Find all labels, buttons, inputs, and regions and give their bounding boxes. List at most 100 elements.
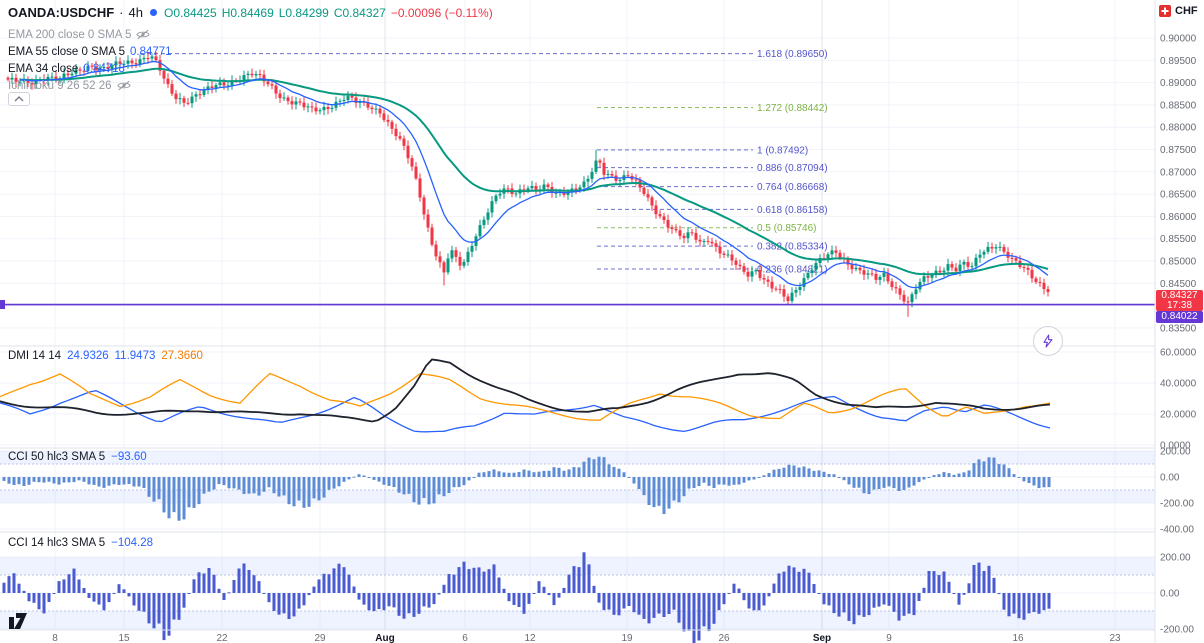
svg-text:200.00: 200.00 — [1160, 553, 1191, 564]
indicator-label: Ichimoku 9 26 52 26 — [8, 79, 112, 92]
svg-text:-200.00: -200.00 — [1160, 625, 1194, 636]
svg-text:0.00: 0.00 — [1160, 589, 1180, 600]
purple-line-price-badge[interactable]: 0.84022 — [1156, 311, 1203, 323]
indicator-value: 0.84718 — [83, 62, 125, 75]
symbol-separator: · — [119, 5, 124, 20]
cci50-value: −93.60 — [111, 451, 147, 463]
svg-text:22: 22 — [216, 633, 228, 643]
svg-text:0.382 (0.85334): 0.382 (0.85334) — [757, 242, 828, 253]
svg-text:200.00: 200.00 — [1160, 447, 1191, 458]
cci14-pane-legend[interactable]: CCI 14 hlc3 SMA 5 −104.28 — [8, 537, 153, 549]
indicator-legend-row-ema55[interactable]: EMA 55 close 0 SMA 5 0.84771 — [8, 44, 172, 59]
indicator-legend-row-ema34[interactable]: EMA 34 close 0.84718 — [8, 61, 125, 76]
cci50-histogram — [2, 456, 1051, 521]
eye-hidden-icon[interactable] — [136, 29, 151, 40]
last-price-value: 0.84327 — [1161, 290, 1198, 301]
chart-header: OANDA:USDCHF · 4h O0.84425 H0.84469 L0.8… — [8, 5, 493, 20]
dmi-title: DMI 14 14 — [8, 350, 62, 362]
time-axis[interactable]: 8 15 22 29 Aug 6 12 19 26 Sep 9 16 23 — [52, 633, 1121, 643]
svg-text:1.618 (0.89650): 1.618 (0.89650) — [757, 49, 828, 60]
swiss-flag-icon — [1159, 5, 1171, 17]
instant-trading-button[interactable] — [1033, 326, 1063, 356]
svg-text:0.88500: 0.88500 — [1160, 100, 1197, 111]
ohlc-close: C0.84327 — [333, 5, 386, 20]
fib-retracement[interactable]: 1.618 (0.89650) 1.272 (0.88442) 1 (0.87492… — [140, 49, 828, 276]
svg-text:9: 9 — [886, 633, 892, 643]
svg-text:0.5 (0.85746): 0.5 (0.85746) — [757, 223, 817, 234]
candlesticks — [6, 52, 1050, 317]
svg-text:16: 16 — [1012, 633, 1024, 643]
indicator-label: EMA 34 close — [8, 62, 79, 75]
svg-text:0.89000: 0.89000 — [1160, 78, 1197, 89]
svg-text:0.84500: 0.84500 — [1160, 279, 1197, 290]
market-status-dot[interactable] — [149, 9, 157, 16]
ohlc-high: H0.84469 — [221, 5, 274, 20]
dmi-minus-di-value: 27.3660 — [161, 350, 203, 362]
cci50-pane-legend[interactable]: CCI 50 hlc3 SMA 5 −93.60 — [8, 451, 147, 463]
indicator-legend-row-ichimoku[interactable]: Ichimoku 9 26 52 26 — [8, 78, 131, 93]
eye-hidden-icon[interactable] — [116, 80, 131, 91]
ohlc-low: L0.84299 — [278, 5, 329, 20]
svg-text:29: 29 — [314, 633, 326, 643]
svg-text:-200.00: -200.00 — [1160, 499, 1194, 510]
lightning-icon — [1043, 334, 1053, 348]
svg-text:6: 6 — [462, 633, 468, 643]
svg-text:1.272 (0.88442): 1.272 (0.88442) — [757, 103, 828, 114]
svg-text:Sep: Sep — [813, 633, 831, 643]
indicator-legend-row-ema200[interactable]: EMA 200 close 0 SMA 5 — [8, 27, 151, 42]
tradingview-logo-icon — [9, 613, 27, 629]
dmi-plus_di-line — [0, 390, 1051, 433]
indicator-label: EMA 200 close 0 SMA 5 — [8, 28, 132, 41]
ema-fast-line — [19, 60, 1049, 289]
svg-text:12: 12 — [524, 633, 536, 643]
currency-code: CHF — [1175, 5, 1198, 17]
horizontal-line-handle[interactable] — [0, 300, 5, 309]
currency-label[interactable]: CHF — [1159, 5, 1198, 17]
last-price-badge: 0.84327 17:38 — [1156, 290, 1203, 311]
svg-text:0.87000: 0.87000 — [1160, 167, 1197, 178]
svg-text:0.0000: 0.0000 — [1160, 441, 1191, 452]
cci14-value: −104.28 — [111, 537, 154, 549]
indicator-label: EMA 55 close 0 SMA 5 — [8, 45, 125, 58]
dmi-adx-value: 24.9326 — [67, 350, 109, 362]
svg-text:0.86500: 0.86500 — [1160, 190, 1197, 201]
svg-text:15: 15 — [118, 633, 130, 643]
legend-collapse-button[interactable] — [8, 92, 30, 106]
svg-text:0.86000: 0.86000 — [1160, 212, 1197, 223]
svg-text:40.0000: 40.0000 — [1160, 379, 1197, 390]
svg-text:0.00: 0.00 — [1160, 473, 1180, 484]
cci14-title: CCI 14 hlc3 SMA 5 — [8, 537, 106, 549]
price-change: −0.00096 (−0.11%) — [390, 5, 493, 20]
interval-label[interactable]: 4h — [128, 5, 143, 20]
indicator-value: 0.84771 — [129, 45, 172, 58]
dmi-pane-legend[interactable]: DMI 14 14 24.9326 11.9473 27.3660 — [8, 350, 203, 362]
dmi-minus_di-line — [0, 372, 1051, 421]
svg-text:Aug: Aug — [375, 633, 394, 643]
ohlc-open: O0.84425 — [163, 5, 217, 20]
svg-text:0.618 (0.86158): 0.618 (0.86158) — [757, 205, 828, 216]
svg-text:8: 8 — [52, 633, 58, 643]
svg-text:26: 26 — [718, 633, 730, 643]
dmi-adx-line — [0, 358, 1051, 423]
price-axis[interactable]: 0.90000 0.89500 0.89000 0.88500 0.88000 0.875… — [1160, 34, 1197, 636]
svg-text:-400.00: -400.00 — [1160, 525, 1194, 536]
svg-text:0.85000: 0.85000 — [1160, 257, 1197, 268]
svg-text:0.88000: 0.88000 — [1160, 123, 1197, 134]
svg-text:0.90000: 0.90000 — [1160, 34, 1197, 45]
svg-text:0.236 (0.84821): 0.236 (0.84821) — [757, 265, 828, 276]
symbol-name[interactable]: OANDA:USDCHF — [8, 5, 115, 20]
svg-text:0.83500: 0.83500 — [1160, 323, 1197, 334]
gridlines — [0, 0, 1155, 630]
svg-text:23: 23 — [1109, 633, 1121, 643]
svg-text:0.886 (0.87094): 0.886 (0.87094) — [757, 163, 828, 174]
svg-text:20.0000: 20.0000 — [1160, 410, 1197, 421]
svg-text:1 (0.87492): 1 (0.87492) — [757, 145, 808, 156]
svg-text:0.764 (0.86668): 0.764 (0.86668) — [757, 182, 828, 193]
tradingview-logo[interactable] — [8, 610, 34, 630]
svg-text:0.89500: 0.89500 — [1160, 56, 1197, 67]
bar-countdown: 17:38 — [1166, 300, 1193, 311]
dmi-plus-di-value: 11.9473 — [114, 350, 156, 362]
cci14-histogram — [2, 552, 1051, 643]
